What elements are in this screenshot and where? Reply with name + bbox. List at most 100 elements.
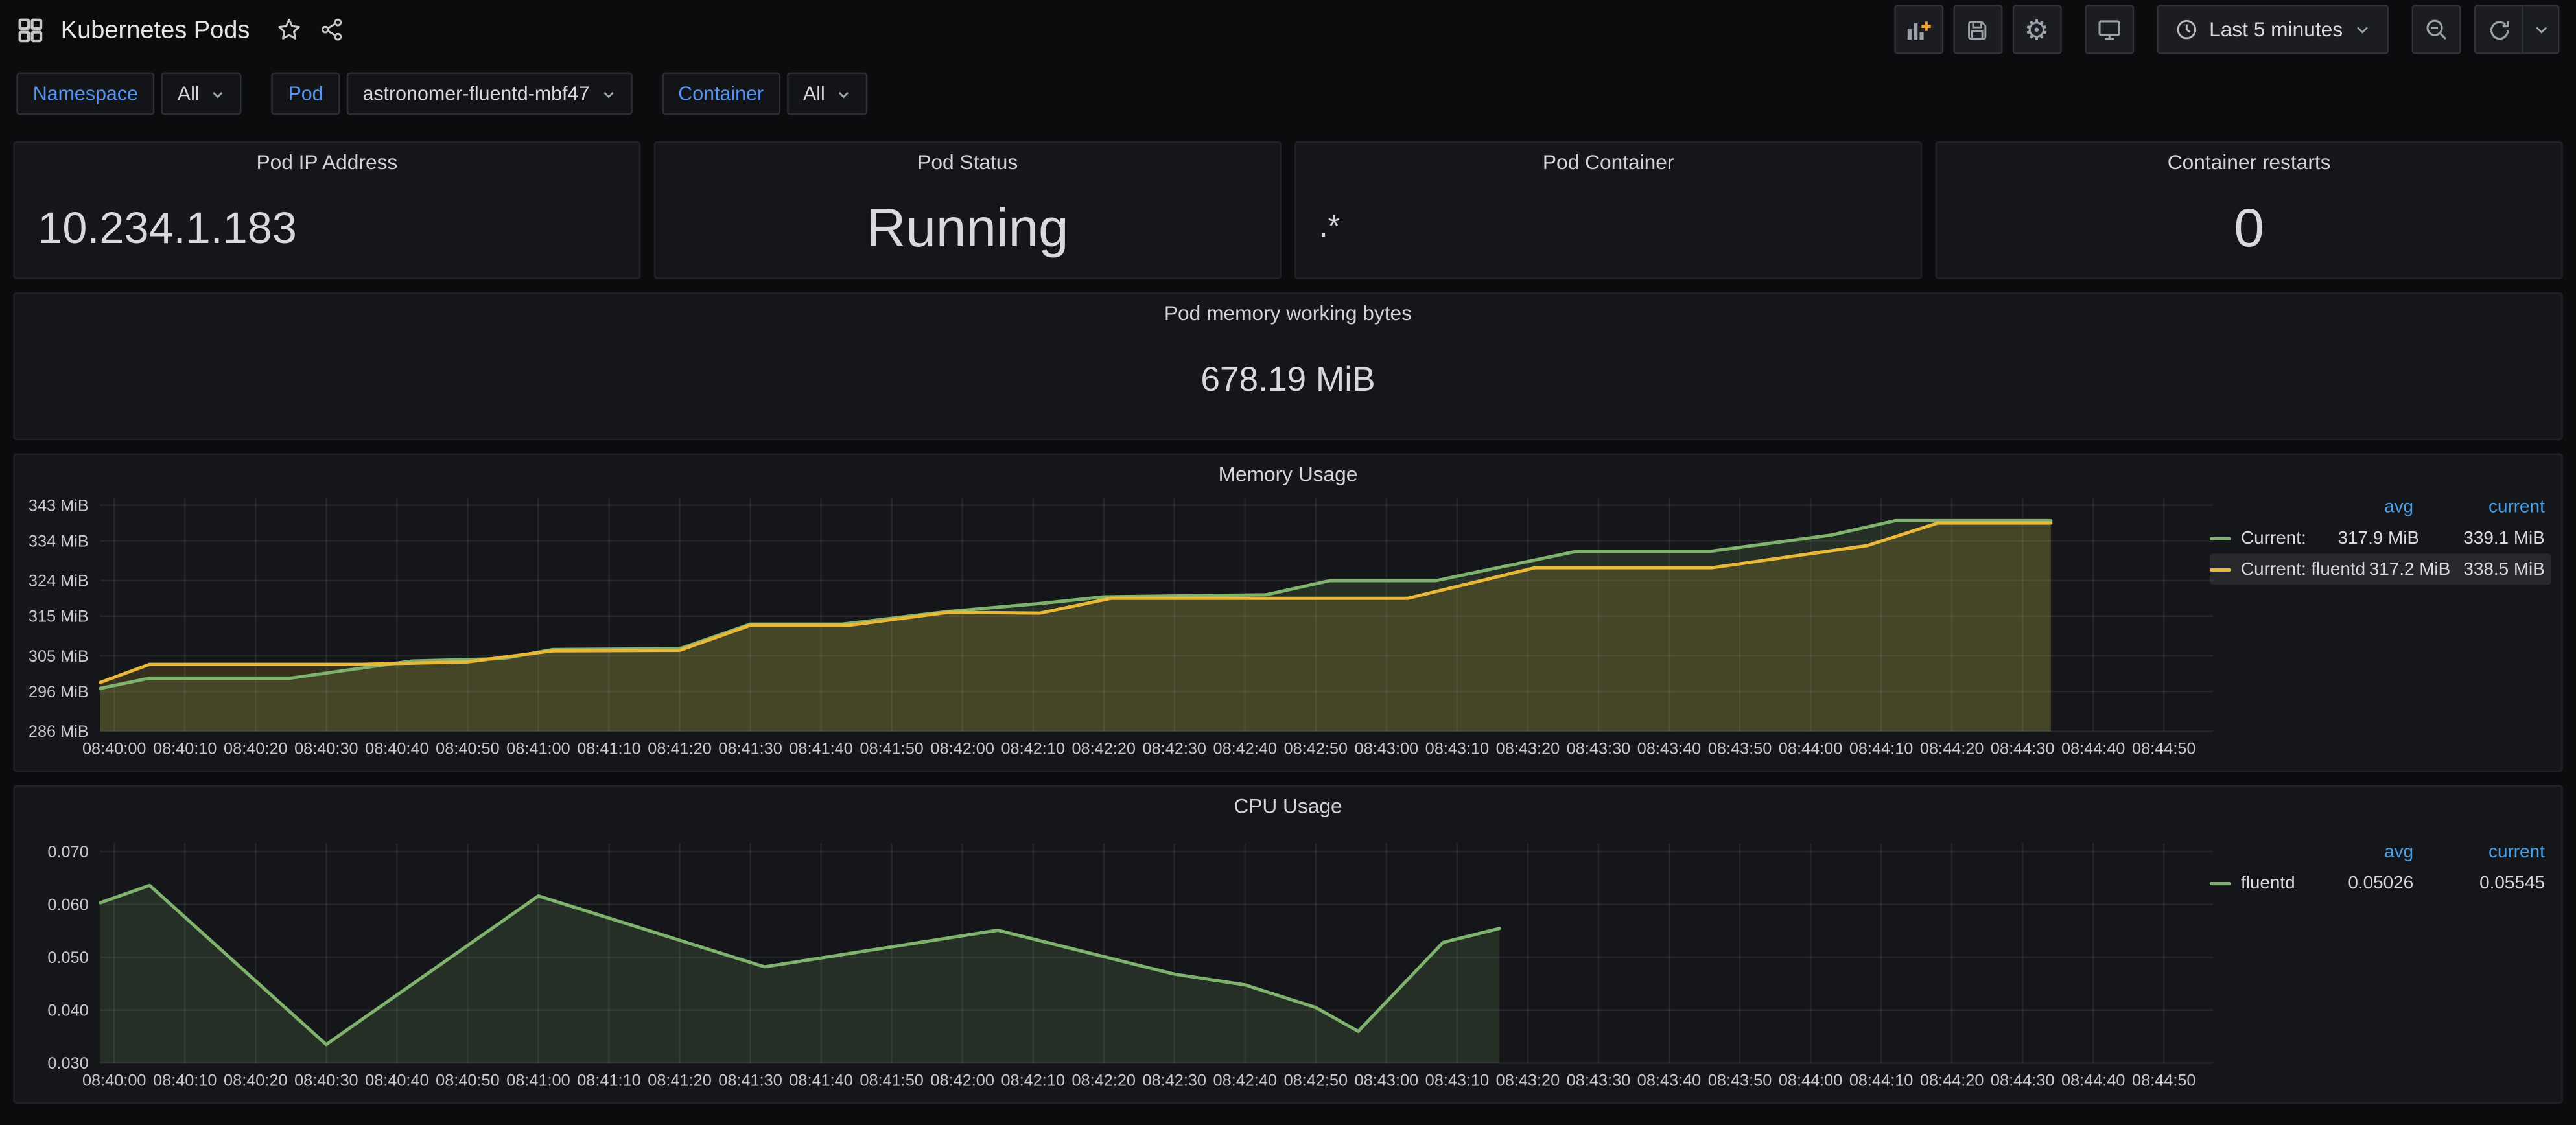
x-axis-tick-label: 08:44:50 <box>2132 740 2195 758</box>
legend-series-name[interactable]: Current: <box>2241 528 2306 548</box>
panel-title[interactable]: Pod Status <box>655 151 1280 174</box>
panel-title[interactable]: Memory Usage <box>15 463 2561 486</box>
variable-namespace: Namespace All <box>16 73 242 115</box>
x-axis-tick-label: 08:43:50 <box>1708 740 1772 758</box>
pod-ip-value: 10.234.1.183 <box>38 203 297 254</box>
legend-sort-current[interactable]: current <box>2413 497 2551 516</box>
container-restarts-value: 0 <box>2234 197 2264 259</box>
pod-container-value: .* <box>1319 210 1340 246</box>
y-axis-tick-label: 286 MiB <box>29 723 89 741</box>
legend-avg-value: 0.05026 <box>2295 873 2413 892</box>
memory-usage-plot[interactable]: 286 MiB296 MiB305 MiB315 MiB324 MiB334 M… <box>15 455 2561 771</box>
share-icon[interactable] <box>319 16 345 43</box>
panel-title[interactable]: Container restarts <box>1937 151 2561 174</box>
cpu-usage-panel: 0.0300.0400.0500.0600.07008:40:0008:40:1… <box>13 785 2562 1104</box>
y-axis-tick-label: 324 MiB <box>29 572 89 590</box>
star-icon[interactable] <box>276 16 303 43</box>
x-axis-tick-label: 08:42:20 <box>1071 1072 1135 1090</box>
variable-value-container[interactable]: All <box>787 73 868 115</box>
x-axis-tick-label: 08:44:20 <box>1920 1072 1984 1090</box>
legend-sort-current[interactable]: current <box>2413 842 2551 861</box>
legend-row[interactable]: Current: 317.9 MiB 339.1 MiB <box>2210 522 2551 553</box>
tv-icon[interactable] <box>2084 5 2133 54</box>
save-dashboard-button[interactable] <box>1953 5 2002 54</box>
legend-header: avg current <box>2210 491 2551 522</box>
x-axis-tick-label: 08:42:00 <box>930 740 994 758</box>
y-axis-tick-label: 0.070 <box>47 843 88 861</box>
y-axis-tick-label: 0.050 <box>47 949 88 967</box>
series-color-dash <box>2210 881 2231 885</box>
variable-value-pod[interactable]: astronomer-fluentd-mbf47 <box>346 73 632 115</box>
x-axis-tick-label: 08:43:10 <box>1425 1072 1489 1090</box>
x-axis-tick-label: 08:44:30 <box>1991 740 2054 758</box>
panel-title[interactable]: CPU Usage <box>15 795 2561 818</box>
legend-sort-avg[interactable]: avg <box>2295 497 2413 516</box>
gear-icon[interactable]: ⚙ <box>2012 5 2061 54</box>
x-axis-tick-label: 08:43:50 <box>1708 1072 1772 1090</box>
plus-icon <box>1922 21 1931 30</box>
cpu-usage-plot[interactable]: 0.0300.0400.0500.0600.07008:40:0008:40:1… <box>15 787 2561 1102</box>
stat-panel-pod-container: Pod Container .* <box>1294 141 1922 279</box>
legend-sort-avg[interactable]: avg <box>2295 842 2413 861</box>
x-axis-tick-label: 08:41:30 <box>718 1072 782 1090</box>
x-axis-tick-label: 08:41:10 <box>577 740 640 758</box>
y-axis-tick-label: 315 MiB <box>29 608 89 626</box>
legend-current-value: 339.1 MiB <box>2419 528 2551 548</box>
y-axis-tick-label: 0.040 <box>47 1002 88 1020</box>
panel-title[interactable]: Pod IP Address <box>15 151 639 174</box>
x-axis-tick-label: 08:40:40 <box>365 740 428 758</box>
variable-pod: Pod astronomer-fluentd-mbf47 <box>272 73 632 115</box>
legend-series-name[interactable]: fluentd <box>2241 873 2295 892</box>
memory-usage-panel: 286 MiB296 MiB305 MiB315 MiB324 MiB334 M… <box>13 454 2562 772</box>
x-axis-tick-label: 08:44:40 <box>2061 1072 2125 1090</box>
refresh-interval-dropdown[interactable] <box>2523 5 2560 54</box>
x-axis-tick-label: 08:42:40 <box>1213 740 1277 758</box>
x-axis-tick-label: 08:40:20 <box>224 1072 287 1090</box>
panel-title[interactable]: Pod Container <box>1296 151 1921 174</box>
x-axis-tick-label: 08:43:20 <box>1496 1072 1560 1090</box>
chevron-down-icon <box>211 86 226 101</box>
panel-title[interactable]: Pod memory working bytes <box>15 302 2561 325</box>
x-axis-tick-label: 08:41:40 <box>789 740 852 758</box>
x-axis-tick-label: 08:43:40 <box>1637 740 1701 758</box>
add-panel-button[interactable] <box>1893 5 1943 54</box>
variable-container: Container All <box>662 73 868 115</box>
x-axis-tick-label: 08:41:20 <box>648 740 711 758</box>
zoom-out-button[interactable] <box>2412 5 2461 54</box>
clock-icon <box>2175 18 2197 41</box>
stat-panel-container-restarts: Container restarts 0 <box>1936 141 2563 279</box>
memory-usage-legend: avg currentCurrent: 317.9 MiB 339.1 MiBC… <box>2210 491 2551 585</box>
x-axis-tick-label: 08:42:10 <box>1001 740 1064 758</box>
legend-row[interactable]: fluentd 0.05026 0.05545 <box>2210 867 2551 898</box>
y-axis-tick-label: 0.060 <box>47 896 88 914</box>
x-axis-tick-label: 08:40:50 <box>436 1072 499 1090</box>
x-axis-tick-label: 08:40:10 <box>153 740 217 758</box>
legend-avg-value: 317.9 MiB <box>2306 528 2419 548</box>
chevron-down-icon <box>601 86 616 101</box>
x-axis-tick-label: 08:40:10 <box>153 1072 217 1090</box>
legend-row[interactable]: Current: fluentd 317.2 MiB 338.5 MiB <box>2210 553 2551 585</box>
variable-value-namespace[interactable]: All <box>161 73 242 115</box>
legend-header: avg current <box>2210 836 2551 867</box>
x-axis-tick-label: 08:44:40 <box>2061 740 2125 758</box>
chevron-down-icon <box>2533 21 2549 38</box>
stat-panel-pod-memory-working-bytes: Pod memory working bytes 678.19 MiB <box>13 292 2562 440</box>
x-axis-tick-label: 08:42:10 <box>1001 1072 1064 1090</box>
x-axis-tick-label: 08:44:00 <box>1779 740 1842 758</box>
refresh-button[interactable] <box>2474 5 2523 54</box>
x-axis-tick-label: 08:43:30 <box>1567 740 1630 758</box>
x-axis-tick-label: 08:41:20 <box>648 1072 711 1090</box>
variable-label-pod: Pod <box>272 73 340 115</box>
time-range-picker[interactable]: Last 5 minutes <box>2157 5 2389 54</box>
x-axis-tick-label: 08:44:10 <box>1849 740 1913 758</box>
x-axis-tick-label: 08:44:20 <box>1920 740 1984 758</box>
refresh-icon <box>2487 17 2511 42</box>
cpu-usage-legend: avg currentfluentd 0.05026 0.05545 <box>2210 836 2551 898</box>
zoom-out-icon <box>2423 16 2450 43</box>
series-color-dash <box>2210 536 2231 539</box>
legend-series-name[interactable]: Current: fluentd <box>2241 559 2365 579</box>
dashboard-grid-icon[interactable] <box>16 16 44 43</box>
legend-avg-value: 317.2 MiB <box>2365 559 2450 579</box>
x-axis-tick-label: 08:42:50 <box>1284 740 1348 758</box>
x-axis-tick-label: 08:43:40 <box>1637 1072 1701 1090</box>
